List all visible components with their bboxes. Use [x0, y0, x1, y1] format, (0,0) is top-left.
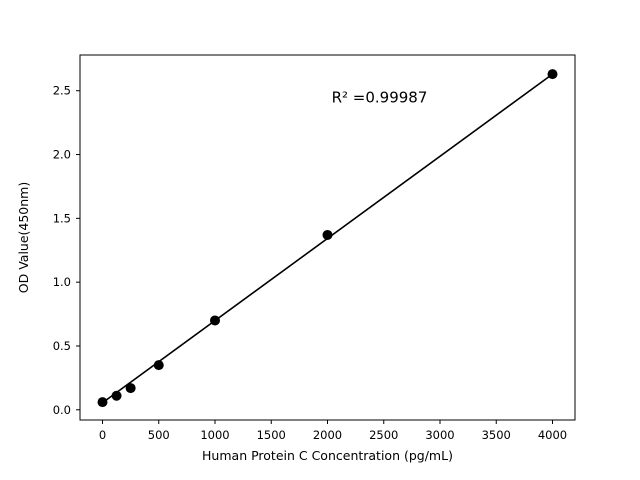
data-point	[153, 360, 164, 371]
x-tick-label: 500	[148, 428, 170, 442]
y-axis-label: OD Value(450nm)	[16, 182, 31, 293]
x-tick-label: 4000	[538, 428, 567, 442]
x-tick-label: 2500	[369, 428, 398, 442]
data-point	[547, 69, 558, 80]
x-tick-label: 2000	[313, 428, 342, 442]
y-tick-label: 0.0	[53, 403, 71, 417]
data-point	[210, 315, 220, 326]
x-tick-label: 3000	[425, 428, 454, 442]
y-tick-label: 1.5	[53, 211, 71, 225]
r-squared-annotation: R² =0.99987	[332, 88, 428, 106]
x-axis-label: Human Protein C Concentration (pg/mL)	[202, 448, 453, 463]
data-point	[125, 383, 136, 394]
data-point	[111, 390, 122, 401]
x-tick-label: 0	[99, 428, 106, 442]
y-tick-label: 0.5	[53, 339, 71, 353]
data-point	[97, 397, 108, 408]
x-tick-label: 3500	[482, 428, 511, 442]
y-tick-label: 1.0	[53, 275, 71, 289]
y-tick-label: 2.0	[53, 148, 71, 162]
x-tick-label: 1500	[257, 428, 286, 442]
x-tick-label: 1000	[200, 428, 229, 442]
data-point	[322, 229, 333, 240]
y-tick-label: 2.5	[53, 84, 71, 98]
